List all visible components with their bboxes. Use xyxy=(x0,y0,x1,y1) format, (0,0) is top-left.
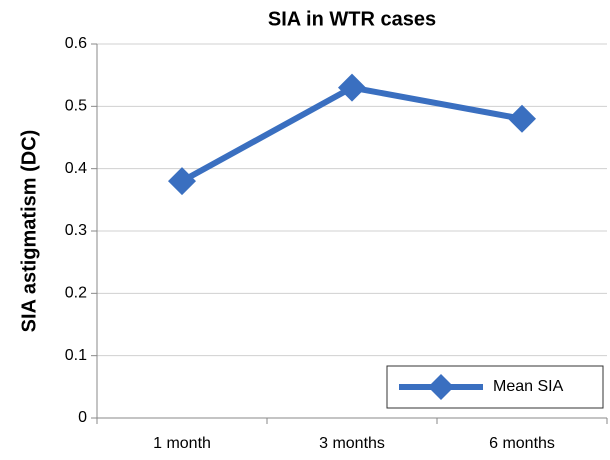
y-tick-label: 0.5 xyxy=(65,98,87,115)
series-line xyxy=(180,84,523,184)
point-marker xyxy=(508,104,536,133)
legend-label: Mean SIA xyxy=(493,378,564,395)
chart-title: SIA in WTR cases xyxy=(268,8,436,30)
point-marker xyxy=(168,167,196,196)
y-tick-label: 0.1 xyxy=(65,347,87,364)
y-tick-label: 0 xyxy=(78,409,87,426)
point-marker xyxy=(338,73,366,102)
y-tick-label: 0.2 xyxy=(65,285,87,302)
y-axis-label: SIA astigmatism (DC) xyxy=(18,130,40,333)
y-tick-label: 0.6 xyxy=(65,35,87,52)
legend-marker xyxy=(428,374,454,400)
x-tick-label: 6 months xyxy=(489,435,555,452)
y-tick-label: 0.3 xyxy=(65,222,87,239)
x-tick-label: 1 month xyxy=(153,435,211,452)
x-tick-label: 3 months xyxy=(319,435,385,452)
y-tick-label: 0.4 xyxy=(65,160,87,177)
